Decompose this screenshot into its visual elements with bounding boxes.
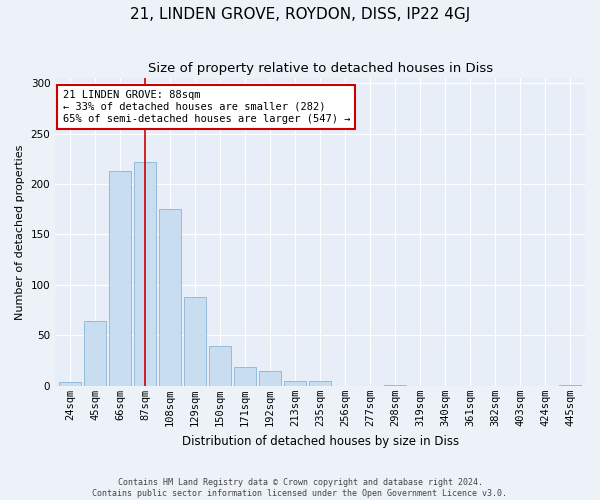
Bar	[109, 171, 131, 386]
Bar	[384, 385, 406, 386]
Bar	[134, 162, 157, 386]
Bar	[159, 210, 181, 386]
Text: 21 LINDEN GROVE: 88sqm
← 33% of detached houses are smaller (282)
65% of semi-de: 21 LINDEN GROVE: 88sqm ← 33% of detached…	[62, 90, 350, 124]
Bar	[559, 385, 581, 386]
Bar	[84, 322, 106, 386]
Text: Contains HM Land Registry data © Crown copyright and database right 2024.
Contai: Contains HM Land Registry data © Crown c…	[92, 478, 508, 498]
Title: Size of property relative to detached houses in Diss: Size of property relative to detached ho…	[148, 62, 493, 76]
Bar	[184, 297, 206, 386]
Bar	[59, 382, 82, 386]
Bar	[284, 381, 307, 386]
Text: 21, LINDEN GROVE, ROYDON, DISS, IP22 4GJ: 21, LINDEN GROVE, ROYDON, DISS, IP22 4GJ	[130, 8, 470, 22]
X-axis label: Distribution of detached houses by size in Diss: Distribution of detached houses by size …	[182, 434, 458, 448]
Bar	[234, 366, 256, 386]
Bar	[309, 381, 331, 386]
Y-axis label: Number of detached properties: Number of detached properties	[15, 144, 25, 320]
Bar	[259, 370, 281, 386]
Bar	[209, 346, 232, 386]
